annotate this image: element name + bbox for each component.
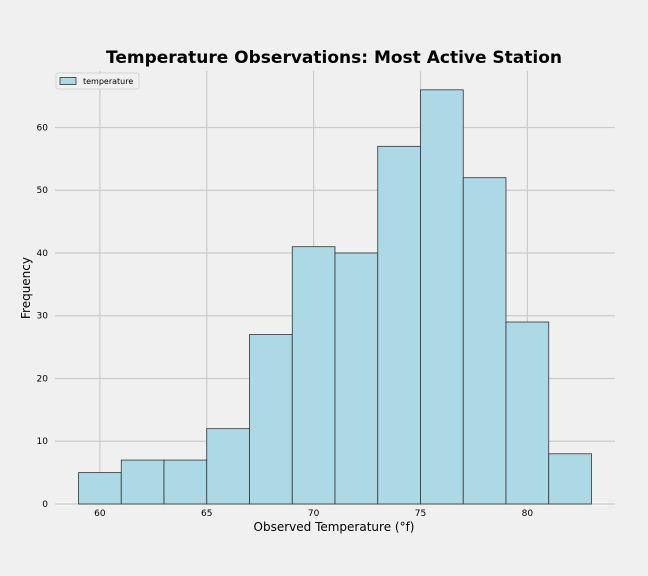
histogram-bar <box>249 334 293 505</box>
chart-title: Temperature Observations: Most Active St… <box>106 48 562 68</box>
legend-swatch <box>59 77 77 85</box>
x-tick-label: 75 <box>415 509 426 519</box>
y-tick-label: 20 <box>37 374 49 384</box>
legend: temperature <box>55 72 140 90</box>
y-tick-label: 40 <box>37 249 49 259</box>
histogram-bar <box>163 459 208 505</box>
y-tick-label: 50 <box>37 186 49 196</box>
legend-box <box>55 72 140 90</box>
x-tick-label: 65 <box>201 509 212 519</box>
x-tick-label: 70 <box>308 509 320 519</box>
x-tick-label: 80 <box>522 509 534 519</box>
histogram-bar <box>505 321 550 505</box>
histogram-bar <box>206 428 250 505</box>
histogram-bar <box>548 453 592 505</box>
histogram-bar <box>78 472 122 505</box>
histogram-bar <box>420 89 464 505</box>
y-tick-label: 30 <box>37 312 49 322</box>
x-tick-label: 60 <box>94 509 106 519</box>
histogram-bar <box>291 246 336 505</box>
histogram-bar <box>377 145 421 505</box>
y-tick-label: 60 <box>37 123 49 133</box>
tick-labels: 60 65 70 75 80 0 10 20 30 40 50 60 <box>37 123 534 519</box>
histogram-bars <box>78 89 592 505</box>
histogram-bar <box>120 459 165 505</box>
legend-label: temperature <box>83 77 133 86</box>
x-axis-label: Observed Temperature (°f) <box>254 520 415 534</box>
y-tick-label: 10 <box>37 437 49 447</box>
histogram-bar <box>334 252 379 505</box>
histogram-bar <box>462 177 507 505</box>
y-tick-label: 0 <box>42 500 48 510</box>
y-axis-label: Frequency <box>19 257 33 319</box>
